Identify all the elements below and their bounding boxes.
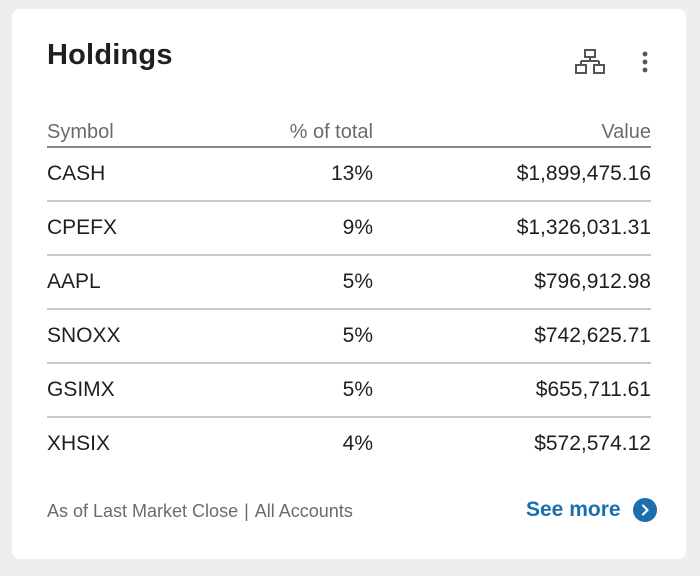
table-row[interactable]: AAPL 5% $796,912.98 bbox=[47, 256, 651, 310]
more-options-button[interactable] bbox=[632, 47, 658, 77]
cell-percent: 9% bbox=[342, 216, 373, 239]
footer-separator: | bbox=[244, 501, 249, 521]
table-row[interactable]: SNOXX 5% $742,625.71 bbox=[47, 310, 651, 364]
table-body: CASH 13% $1,899,475.16 CPEFX 9% $1,326,0… bbox=[47, 148, 651, 470]
table-row[interactable]: CASH 13% $1,899,475.16 bbox=[47, 148, 651, 202]
card-title: Holdings bbox=[47, 39, 173, 71]
accounts-text: All Accounts bbox=[254, 501, 353, 521]
more-vertical-icon bbox=[642, 51, 648, 73]
cell-percent: 4% bbox=[342, 432, 373, 455]
cell-symbol[interactable]: SNOXX bbox=[47, 324, 121, 347]
cell-symbol[interactable]: AAPL bbox=[47, 270, 101, 293]
cell-percent: 13% bbox=[330, 162, 373, 185]
cell-percent: 5% bbox=[342, 378, 373, 401]
cell-symbol[interactable]: XHSIX bbox=[47, 432, 111, 455]
chevron-right-circle-icon[interactable] bbox=[632, 498, 657, 522]
cell-value: $742,625.71 bbox=[534, 324, 651, 347]
cell-symbol[interactable]: CASH bbox=[47, 162, 106, 185]
footer-note: As of Last Market Close | All Accounts bbox=[47, 501, 353, 522]
cell-value: $572,574.12 bbox=[534, 432, 651, 455]
table-header: Symbol % of total Value bbox=[47, 116, 651, 148]
holdings-table: Symbol % of total Value CASH 13% $1,899,… bbox=[47, 116, 651, 470]
header-symbol[interactable]: Symbol bbox=[47, 121, 114, 143]
see-more-link[interactable]: See more bbox=[526, 498, 657, 522]
cell-value: $1,899,475.16 bbox=[516, 162, 651, 185]
table-row[interactable]: XHSIX 4% $572,574.12 bbox=[47, 418, 651, 470]
as-of-text: As of Last Market Close bbox=[47, 501, 239, 521]
hierarchy-button[interactable] bbox=[572, 45, 608, 79]
holdings-card: Holdings Symbol % of total Value CASH bbox=[12, 9, 686, 559]
header-value[interactable]: Value bbox=[601, 121, 651, 143]
cell-percent: 5% bbox=[342, 270, 373, 293]
cell-value: $1,326,031.31 bbox=[516, 216, 651, 239]
hierarchy-icon bbox=[575, 49, 605, 74]
see-more-label[interactable]: See more bbox=[526, 498, 621, 521]
cell-percent: 5% bbox=[342, 324, 373, 347]
table-row[interactable]: CPEFX 9% $1,326,031.31 bbox=[47, 202, 651, 256]
cell-value: $796,912.98 bbox=[534, 270, 651, 293]
cell-value: $655,711.61 bbox=[535, 378, 651, 401]
header-percent[interactable]: % of total bbox=[289, 121, 373, 143]
table-row[interactable]: GSIMX 5% $655,711.61 bbox=[47, 364, 651, 418]
cell-symbol[interactable]: GSIMX bbox=[47, 378, 115, 401]
cell-symbol[interactable]: CPEFX bbox=[47, 216, 118, 239]
